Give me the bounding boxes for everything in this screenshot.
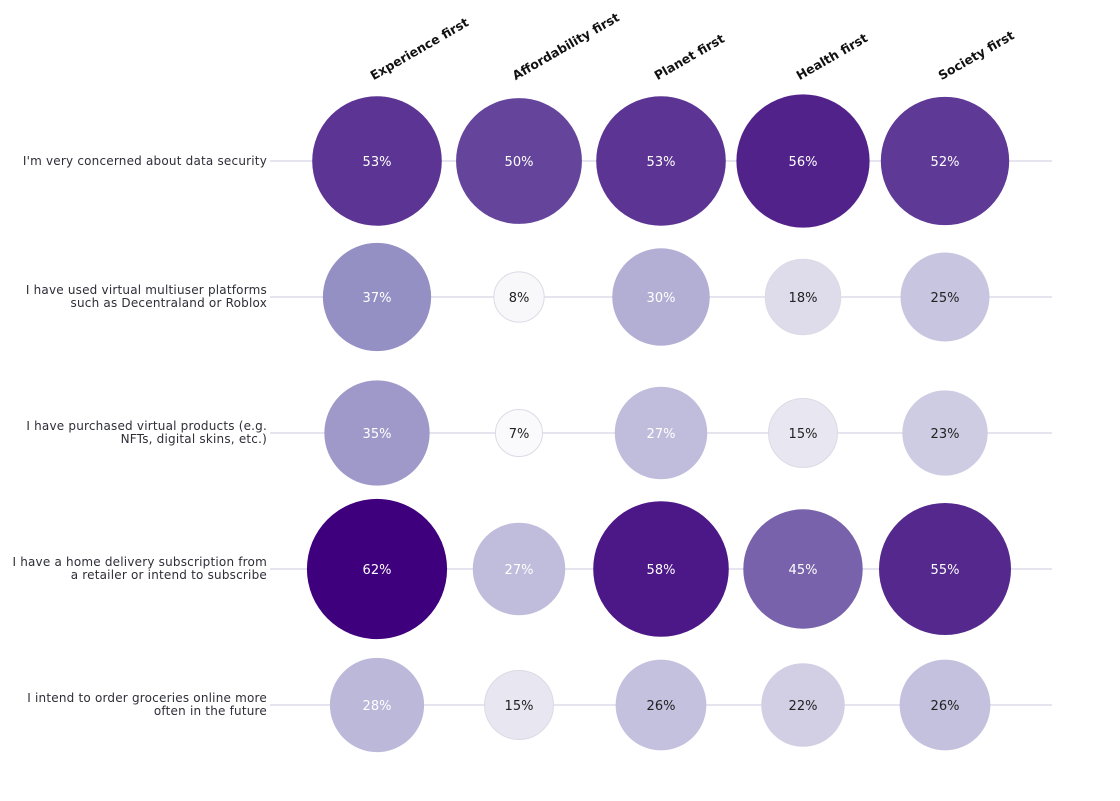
bubble-value-label: 15% — [505, 699, 534, 714]
bubble — [768, 398, 838, 468]
row-label: I'm very concerned about data security — [22, 153, 267, 168]
bubble-value-label: 53% — [363, 155, 392, 170]
bubble — [324, 380, 430, 486]
bubble — [899, 659, 991, 751]
bubble-value-label: 58% — [647, 563, 676, 578]
bubble-value-label: 52% — [931, 155, 960, 170]
row-label: I have used virtual multiuser platforms … — [25, 283, 267, 310]
row-label: I have purchased virtual products (e.g. … — [26, 419, 267, 446]
bubble — [761, 663, 845, 747]
bubble — [456, 98, 582, 224]
bubble — [736, 94, 870, 228]
bubble — [484, 670, 554, 740]
bubble-value-label: 37% — [363, 291, 392, 306]
row-label: I have a home delivery subscription from… — [12, 555, 267, 582]
bubble-value-label: 26% — [931, 699, 960, 714]
bubble — [612, 248, 710, 346]
bubble — [902, 390, 988, 476]
bubble-value-label: 27% — [647, 427, 676, 442]
bubble — [329, 657, 425, 753]
bubble — [312, 96, 442, 226]
bubble-value-label: 28% — [363, 699, 392, 714]
bubble-value-label: 27% — [505, 563, 534, 578]
bubble — [900, 252, 990, 342]
bubble — [494, 408, 544, 458]
bubble-value-label: 22% — [789, 699, 818, 714]
bubble-value-label: 56% — [789, 155, 818, 170]
bubble — [472, 522, 566, 616]
bubble — [596, 96, 726, 226]
bubble — [615, 659, 707, 751]
bubble-value-label: 55% — [931, 563, 960, 578]
bubble — [743, 509, 863, 629]
bubble-value-label: 35% — [363, 427, 392, 442]
bubble-value-label: 50% — [505, 155, 534, 170]
bubble-value-label: 25% — [931, 291, 960, 306]
bubble-value-label: 30% — [647, 291, 676, 306]
row-label: I intend to order groceries online more … — [27, 691, 267, 718]
bubble — [322, 242, 432, 352]
bubble-value-label: 8% — [509, 291, 530, 306]
bubble-value-label: 23% — [931, 427, 960, 442]
bubble — [880, 96, 1010, 226]
bubble-value-label: 62% — [363, 563, 392, 578]
bubble — [593, 501, 729, 637]
bubble-value-label: 7% — [509, 427, 530, 442]
bubble-value-label: 45% — [789, 563, 818, 578]
bubble — [878, 502, 1012, 636]
bubble-value-label: 26% — [647, 699, 676, 714]
bubble-value-label: 53% — [647, 155, 676, 170]
bubble — [614, 386, 708, 480]
bubble — [493, 271, 545, 323]
bubble — [764, 258, 842, 336]
bubble-value-label: 18% — [789, 291, 818, 306]
bubble — [306, 498, 448, 640]
bubble-value-label: 15% — [789, 427, 818, 442]
